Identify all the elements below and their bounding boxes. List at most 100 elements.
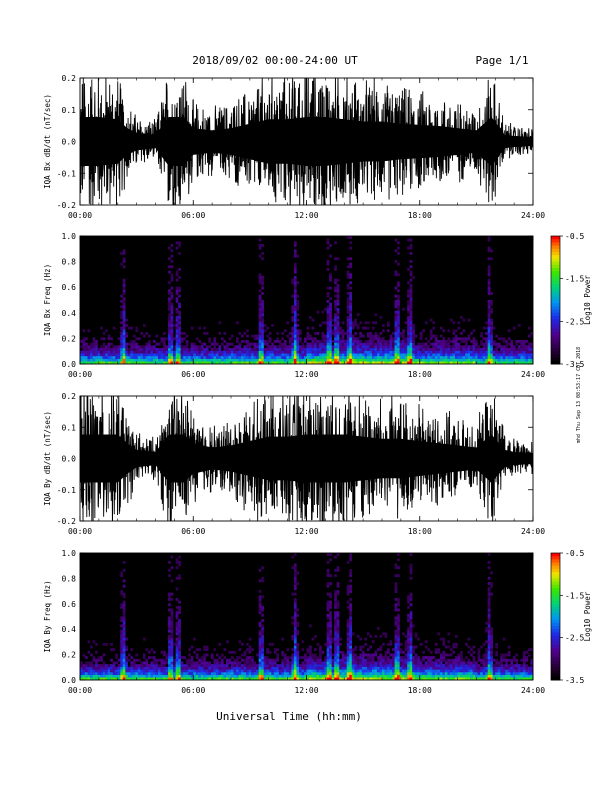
heatmap-cell xyxy=(449,356,453,359)
heatmap-cell xyxy=(122,340,126,343)
heatmap-cell xyxy=(480,358,483,362)
heatmap-cell xyxy=(110,342,113,346)
heatmap-cell xyxy=(215,653,219,657)
heatmap-cell xyxy=(417,637,420,641)
heatmap-cell xyxy=(200,674,204,678)
heatmap-cell xyxy=(319,658,322,662)
heatmap-cell xyxy=(482,361,486,365)
heatmap-cell xyxy=(296,613,300,617)
heatmap-cell xyxy=(203,326,207,330)
heatmap-cell xyxy=(276,658,280,662)
heatmap-cell xyxy=(359,664,363,667)
heatmap-cell xyxy=(195,653,199,657)
heatmap-cell xyxy=(409,603,413,607)
heatmap-cell xyxy=(155,661,159,665)
heatmap-cell xyxy=(145,342,149,346)
heatmap-cell xyxy=(258,278,262,282)
heatmap-cell xyxy=(291,332,295,335)
heatmap-cell xyxy=(120,332,123,335)
heatmap-cell xyxy=(336,361,340,365)
heatmap-cell xyxy=(321,358,325,362)
heatmap-cell xyxy=(251,361,254,365)
heatmap-cell xyxy=(427,348,431,351)
heatmap-cell xyxy=(238,361,242,365)
heatmap-cell xyxy=(329,650,332,654)
heatmap-cell xyxy=(283,361,287,365)
heatmap-cell xyxy=(321,337,325,341)
series-core-band xyxy=(80,434,533,483)
heatmap-cell xyxy=(487,595,491,599)
heatmap-cell xyxy=(394,329,398,333)
heatmap-cell xyxy=(208,356,212,359)
heatmap-cell xyxy=(329,305,332,309)
heatmap-cell xyxy=(487,553,491,556)
heatmap-cell xyxy=(233,345,237,349)
heatmap-cell xyxy=(188,674,191,678)
heatmap-cell xyxy=(359,350,363,354)
heatmap-cell xyxy=(356,661,360,665)
heatmap-cell xyxy=(389,672,393,675)
heatmap-cell xyxy=(434,669,438,673)
heatmap-cell xyxy=(223,345,227,349)
heatmap-cell xyxy=(429,669,433,673)
heatmap-cell xyxy=(477,669,481,673)
heatmap-cell xyxy=(527,348,531,351)
heatmap-cell xyxy=(122,674,126,678)
heatmap-cell xyxy=(349,605,352,609)
heatmap-cell xyxy=(382,342,385,346)
heatmap-cell xyxy=(394,642,398,646)
heatmap-cell xyxy=(291,666,295,670)
heatmap-cell xyxy=(188,361,191,365)
heatmap-cell xyxy=(95,345,98,349)
colorbar-segment xyxy=(551,242,560,247)
heatmap-cell xyxy=(218,356,222,359)
heatmap-cell xyxy=(349,648,352,652)
heatmap-cell xyxy=(465,656,468,660)
heatmap-cell xyxy=(326,305,330,309)
heatmap-cell xyxy=(341,348,345,351)
heatmap-cell xyxy=(331,361,335,365)
heatmap-cell xyxy=(293,677,297,681)
colorbar-segment xyxy=(551,626,560,630)
heatmap-cell xyxy=(326,345,330,349)
heatmap-cell xyxy=(261,326,264,330)
heatmap-cell xyxy=(409,640,413,644)
colorbar-segment xyxy=(551,638,560,643)
heatmap-cell xyxy=(507,653,511,657)
heatmap-cell xyxy=(470,648,473,652)
heatmap-cell xyxy=(170,619,174,622)
heatmap-cell xyxy=(175,356,179,359)
heatmap-cell xyxy=(266,648,269,652)
heatmap-cell xyxy=(351,656,355,660)
heatmap-cell xyxy=(178,350,181,354)
heatmap-cell xyxy=(208,350,212,354)
heatmap-cell xyxy=(107,666,111,670)
heatmap-cell xyxy=(462,350,466,354)
heatmap-cell xyxy=(397,653,400,657)
heatmap-cell xyxy=(409,356,413,359)
heatmap-cell xyxy=(364,321,368,325)
heatmap-cell xyxy=(412,624,415,628)
heatmap-cell xyxy=(482,337,486,341)
heatmap-cell xyxy=(175,286,179,290)
heatmap-cell xyxy=(122,257,126,261)
heatmap-cell xyxy=(248,674,252,678)
heatmap-cell xyxy=(87,650,91,654)
heatmap-cell xyxy=(122,260,126,263)
heatmap-cell xyxy=(392,664,395,667)
heatmap-cell xyxy=(354,348,358,351)
heatmap-cell xyxy=(155,677,159,681)
heatmap-cell xyxy=(349,553,352,556)
heatmap-cell xyxy=(170,260,174,263)
heatmap-cell xyxy=(303,345,307,349)
heatmap-cell xyxy=(457,658,461,662)
heatmap-cell xyxy=(120,635,123,638)
heatmap-cell xyxy=(140,361,144,365)
heatmap-cell xyxy=(361,342,365,346)
heatmap-cell xyxy=(110,358,113,362)
heatmap-cell xyxy=(293,302,297,306)
heatmap-cell xyxy=(334,595,337,599)
heatmap-cell xyxy=(334,358,337,362)
heatmap-cell xyxy=(346,292,350,295)
heatmap-cell xyxy=(424,342,428,346)
